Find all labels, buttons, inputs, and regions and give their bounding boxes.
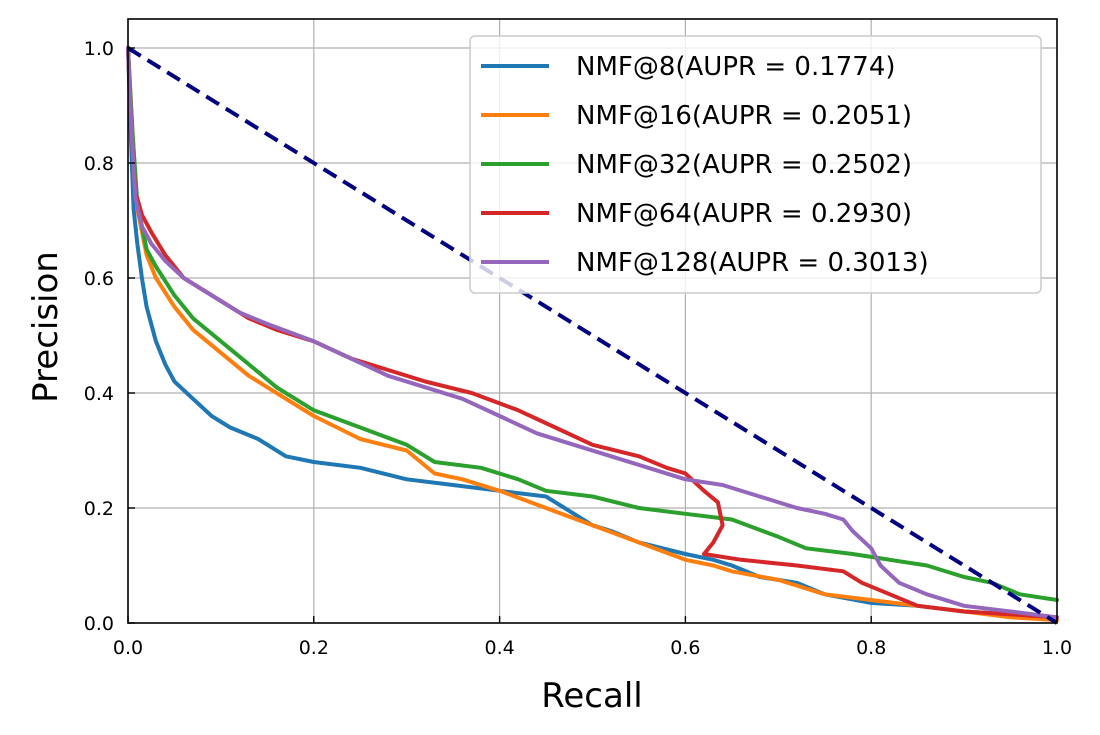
x-tick-label: 0.8 bbox=[856, 637, 886, 659]
series-line-3 bbox=[126, 46, 1059, 602]
x-tick-label: 0.4 bbox=[484, 637, 514, 659]
x-tick-label: 1.0 bbox=[1042, 637, 1072, 659]
y-tick-label: 0.2 bbox=[84, 498, 114, 520]
y-tick-label: 0.8 bbox=[84, 153, 114, 175]
legend-box bbox=[469, 35, 1042, 294]
series-line-2 bbox=[126, 46, 1059, 623]
y-tick-label: 0.4 bbox=[84, 383, 114, 405]
x-tick-label: 0.6 bbox=[670, 637, 700, 659]
y-tick-label: 0.0 bbox=[84, 613, 114, 635]
legend-label-5: NMF@128(AUPR = 0.3013) bbox=[576, 248, 929, 278]
y-tick-label: 0.6 bbox=[84, 268, 114, 290]
axis-ticks: 0.0 0.2 0.4 0.6 0.8 1.0 0.0 0.2 0.4 0.6 0.8 1.0 bbox=[84, 38, 1072, 659]
legend-label-2: NMF@16(AUPR = 0.2051) bbox=[576, 101, 912, 131]
series-line-5 bbox=[126, 46, 1059, 620]
x-axis-title: Recall bbox=[541, 676, 642, 716]
legend-label-1: NMF@8(AUPR = 0.1774) bbox=[576, 52, 896, 82]
y-tick-label: 1.0 bbox=[84, 38, 114, 60]
reference-diagonal-line bbox=[126, 46, 1059, 625]
x-tick-label: 0.0 bbox=[113, 637, 143, 659]
legend-label-4: NMF@64(AUPR = 0.2930) bbox=[576, 199, 912, 229]
legend-label-3: NMF@32(AUPR = 0.2502) bbox=[576, 150, 912, 180]
legend: NMF@8(AUPR = 0.1774) NMF@16(AUPR = 0.2051… bbox=[469, 35, 1042, 294]
series-layer bbox=[126, 46, 1059, 623]
reference-line-layer bbox=[126, 46, 1059, 625]
y-axis-title: Precision bbox=[26, 251, 66, 403]
x-tick-label: 0.2 bbox=[299, 637, 329, 659]
plot-frame bbox=[127, 18, 1058, 624]
